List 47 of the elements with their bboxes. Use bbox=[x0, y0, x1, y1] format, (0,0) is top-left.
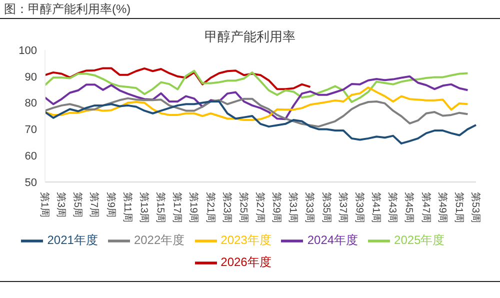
x-tick-label: 第51周 bbox=[452, 192, 465, 224]
x-tick-label: 第31周 bbox=[287, 192, 300, 224]
chart-title: 图：甲醇产能利用率(%) bbox=[4, 1, 131, 18]
x-tick-label: 第47周 bbox=[420, 192, 432, 224]
y-tick-label: 80 bbox=[24, 98, 37, 110]
x-tick-label: 第37周 bbox=[336, 192, 349, 224]
y-tick-label: 100 bbox=[18, 44, 37, 57]
x-tick-label: 第3周 bbox=[55, 192, 68, 218]
x-tick-label: 第11周 bbox=[121, 192, 134, 222]
line-series bbox=[44, 67, 312, 90]
x-tick-label: 第33周 bbox=[304, 192, 316, 224]
y-tick-label: 70 bbox=[24, 124, 37, 136]
y-tick-label: 50 bbox=[24, 176, 37, 189]
legend-label: 2025年度 bbox=[394, 233, 445, 248]
legend-label: 2023年度 bbox=[220, 233, 272, 248]
x-tick-label: 第15周 bbox=[154, 192, 167, 224]
x-tick-label: 第17周 bbox=[171, 192, 184, 224]
x-tick-label: 第41周 bbox=[370, 192, 382, 224]
x-tick-label: 第29周 bbox=[270, 192, 283, 224]
x-tick-label: 第23周 bbox=[220, 192, 233, 224]
x-tick-label: 第25周 bbox=[237, 192, 250, 224]
x-tick-label: 第53周 bbox=[470, 192, 482, 224]
line-series bbox=[44, 100, 477, 144]
legend-label: 2024年度 bbox=[307, 233, 358, 248]
x-tick-label: 第1周 bbox=[38, 192, 50, 218]
x-tick-label: 第7周 bbox=[88, 192, 100, 218]
x-tick-label: 第5周 bbox=[72, 192, 84, 218]
x-tick-label: 第9周 bbox=[104, 192, 117, 218]
x-tick-label: 第43周 bbox=[386, 192, 399, 224]
x-tick-label: 第21周 bbox=[204, 192, 216, 224]
legend-label: 2026年度 bbox=[220, 255, 272, 270]
x-tick-label: 第27周 bbox=[254, 192, 266, 224]
line-series bbox=[44, 86, 469, 121]
chart-subtitle: 甲醇产能利用率 bbox=[204, 28, 296, 46]
legend-label: 2021年度 bbox=[47, 233, 98, 248]
line-series bbox=[44, 75, 469, 120]
x-tick-label: 第45周 bbox=[403, 192, 416, 224]
line-series bbox=[44, 70, 469, 104]
x-tick-label: 第13周 bbox=[138, 192, 150, 224]
x-tick-label: 第49周 bbox=[436, 192, 448, 224]
legend-label: 2022年度 bbox=[134, 233, 185, 248]
y-tick-label: 90 bbox=[24, 71, 37, 84]
line-series bbox=[44, 97, 469, 128]
x-tick-label: 第39周 bbox=[353, 192, 366, 224]
y-tick-label: 60 bbox=[24, 150, 37, 163]
x-tick-label: 第19周 bbox=[188, 192, 200, 224]
x-tick-label: 第35周 bbox=[320, 192, 332, 224]
